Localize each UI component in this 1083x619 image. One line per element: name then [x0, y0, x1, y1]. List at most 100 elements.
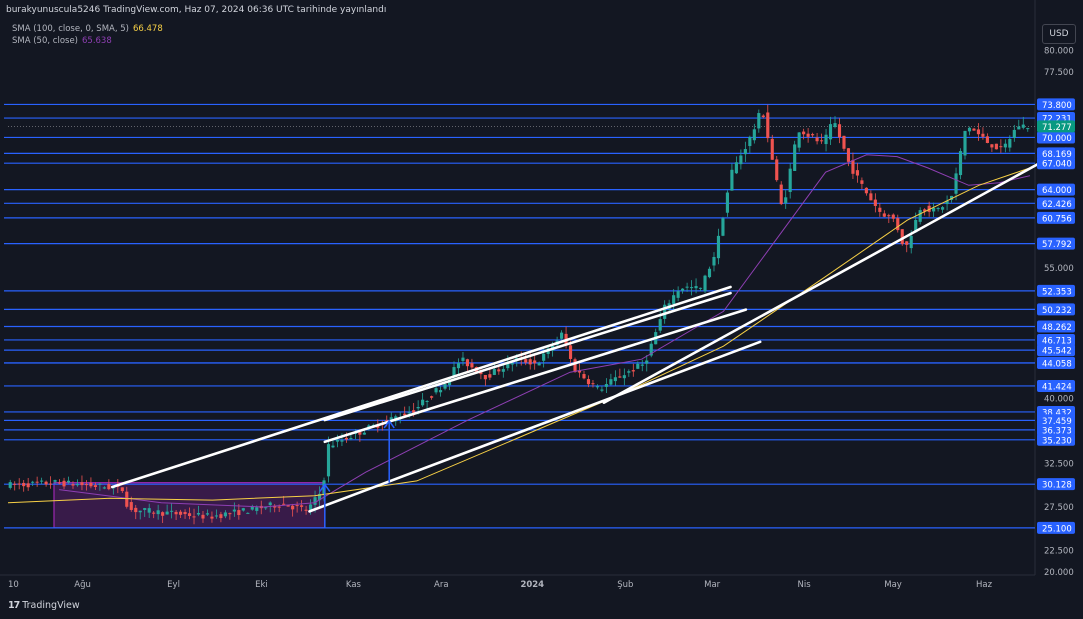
candle-body: [864, 187, 868, 194]
candle-body: [949, 195, 954, 200]
candle-body: [828, 124, 833, 140]
candle-body: [846, 148, 851, 162]
brand-name: TradingView: [22, 600, 80, 611]
candle-body: [685, 286, 689, 288]
candle-body: [1003, 143, 1007, 148]
publish-info: burakyunuscula5246 TradingView.com, Haz …: [6, 5, 387, 15]
price-level-label-23: 25.100: [1042, 524, 1072, 534]
candle-body: [205, 513, 210, 515]
candle-body: [510, 363, 514, 365]
candle-body: [138, 510, 142, 513]
candle-body: [219, 514, 223, 519]
sma-50-legend[interactable]: SMA (50, close) 65.638: [12, 36, 112, 46]
candle-body: [232, 509, 236, 512]
candle-body: [824, 134, 828, 145]
candle-body: [1017, 126, 1021, 130]
candle-body: [676, 291, 680, 298]
candle-body: [967, 127, 972, 132]
candle-body: [223, 512, 227, 517]
candle-body: [264, 507, 268, 509]
candle-body: [174, 511, 178, 515]
price-level-label-7: 60.756: [1042, 214, 1072, 224]
candle-body: [465, 359, 470, 367]
candle-body: [842, 135, 846, 149]
current-price-badge: [1037, 120, 1075, 133]
candle-body: [93, 485, 97, 487]
candle-body: [707, 268, 712, 278]
candle-body: [698, 287, 703, 289]
time-axis-label-3: Eki: [255, 580, 268, 590]
candle-body: [170, 510, 174, 512]
candle-body: [430, 396, 434, 398]
candle-body: [291, 505, 295, 510]
candle-body: [703, 275, 707, 292]
candle-body: [165, 511, 169, 515]
price-level-label-19: 37.459: [1042, 417, 1072, 427]
candle-body: [161, 512, 165, 516]
candle-body: [147, 508, 151, 513]
candle-body: [775, 159, 779, 181]
candle-body: [784, 197, 788, 204]
price-level-label-6: 62.426: [1042, 200, 1072, 210]
candle-body: [358, 431, 362, 435]
tradingview-branding[interactable]: 17 TradingView: [8, 600, 80, 611]
candle-body: [497, 369, 501, 372]
trend-line-4: [602, 147, 1068, 404]
candle-body: [407, 412, 411, 414]
candle-body: [595, 386, 600, 388]
candle-body: [416, 406, 420, 409]
candle-body: [972, 128, 976, 131]
price-level-label-5: 64.000: [1042, 186, 1072, 196]
candle-body: [129, 502, 133, 510]
candle-body: [201, 514, 205, 519]
candle-body: [57, 482, 62, 484]
candle-body: [322, 480, 326, 495]
candle-body: [640, 364, 644, 366]
time-axis-label-6: 2024: [520, 580, 544, 590]
candle-body: [255, 507, 259, 511]
candle-body: [716, 235, 721, 259]
candle-body: [891, 214, 895, 219]
candle-body: [896, 218, 900, 231]
price-level-badge-8: [1037, 237, 1075, 250]
candle-body: [672, 295, 676, 304]
candle-body: [344, 437, 348, 440]
price-level-badge-2: [1037, 131, 1075, 144]
time-axis-label-9: Nis: [798, 580, 812, 590]
price-level-label-4: 67.040: [1042, 160, 1072, 170]
candle-body: [192, 516, 196, 518]
candle-body: [44, 481, 48, 485]
candle-body: [492, 369, 496, 375]
currency-button[interactable]: USD: [1042, 24, 1076, 44]
candle-body: [649, 343, 653, 356]
candle-body: [900, 229, 904, 245]
candle-body: [568, 345, 573, 359]
candle-body: [873, 199, 877, 206]
candle-body: [250, 506, 254, 510]
candle-body: [1008, 138, 1012, 148]
candle-body: [308, 504, 313, 510]
sma-100-legend[interactable]: SMA (100, close, 0, SMA, 5) 66.478: [12, 24, 163, 34]
candle-body: [819, 140, 824, 142]
candle-body: [945, 200, 949, 205]
candle-body: [461, 357, 465, 361]
price-level-badge-23: [1037, 521, 1075, 534]
candle-body: [1026, 128, 1030, 130]
candle-body: [734, 162, 738, 174]
price-level-label-8: 57.792: [1042, 240, 1072, 250]
candle-body: [134, 507, 138, 513]
price-level-label-11: 48.262: [1042, 323, 1072, 333]
price-level-label-20: 36.373: [1042, 426, 1072, 436]
price-level-badge-22: [1037, 478, 1075, 491]
candle-body: [976, 129, 981, 135]
candle-body: [317, 493, 322, 501]
price-level-label-10: 50.232: [1042, 306, 1072, 316]
price-level-badge-20: [1037, 423, 1075, 436]
candle-body: [721, 218, 725, 236]
candle-body: [143, 508, 147, 510]
candle-body: [815, 137, 819, 142]
candle-body: [40, 480, 44, 482]
price-tick-label-24: 20.000: [1044, 568, 1074, 578]
candle-body: [914, 219, 918, 233]
